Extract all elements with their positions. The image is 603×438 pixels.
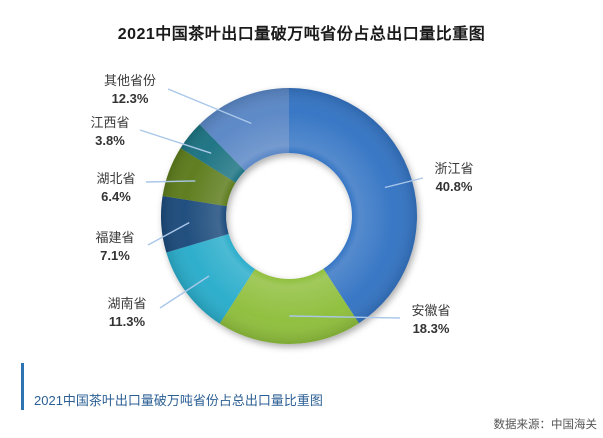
caption-accent-bar xyxy=(21,363,24,410)
pie-slices-group xyxy=(161,88,417,344)
pie-label-name: 湖北省 xyxy=(96,171,136,186)
pie-label-other-provinces: 其他省份 12.3% xyxy=(92,72,168,108)
pie-label-hunan: 湖南省 11.3% xyxy=(93,295,161,331)
pie-label-pct: 18.3% xyxy=(412,321,450,336)
pie-label-name: 浙江省 xyxy=(434,161,474,176)
pie-label-zhejiang: 浙江省 40.8% xyxy=(419,160,489,196)
pie-label-name: 其他省份 xyxy=(103,73,156,88)
caption-title: 2021中国茶叶出口量破万吨省份占总出口量比重图 xyxy=(34,393,323,408)
pie-label-pct: 40.8% xyxy=(435,179,473,194)
pie-label-name: 江西省 xyxy=(90,115,130,130)
pie-label-hubei: 湖北省 6.4% xyxy=(83,170,149,206)
pie-label-name: 湖南省 xyxy=(107,296,147,311)
leader-line-安徽省 xyxy=(289,315,401,319)
pie-label-pct: 3.8% xyxy=(95,133,125,148)
pie-label-pct: 12.3% xyxy=(111,91,149,106)
pie-label-pct: 6.4% xyxy=(101,189,131,204)
pie-label-jiangxi: 江西省 3.8% xyxy=(77,114,143,150)
pie-label-fujian: 福建省 7.1% xyxy=(82,229,148,265)
leader-line-江西省 xyxy=(139,129,212,154)
leader-lines-group xyxy=(139,88,424,319)
leader-line-湖南省 xyxy=(159,275,210,309)
chart-title: 2021中国茶叶出口量破万吨省份占总出口量比重图 xyxy=(117,26,486,43)
leader-line-湖北省 xyxy=(145,180,196,183)
leader-line-浙江省 xyxy=(384,177,424,189)
data-source-label: 数据来源：中国海关 xyxy=(493,419,598,431)
pie-label-anhui: 安徽省 18.3% xyxy=(396,302,466,338)
pie-label-pct: 7.1% xyxy=(100,248,130,263)
pie-label-name: 安徽省 xyxy=(411,303,451,318)
leader-line-福建省 xyxy=(147,221,190,246)
pie-label-pct: 11.3% xyxy=(108,314,146,329)
leader-line-其他省份 xyxy=(167,88,252,125)
pie-label-name: 福建省 xyxy=(95,230,135,245)
